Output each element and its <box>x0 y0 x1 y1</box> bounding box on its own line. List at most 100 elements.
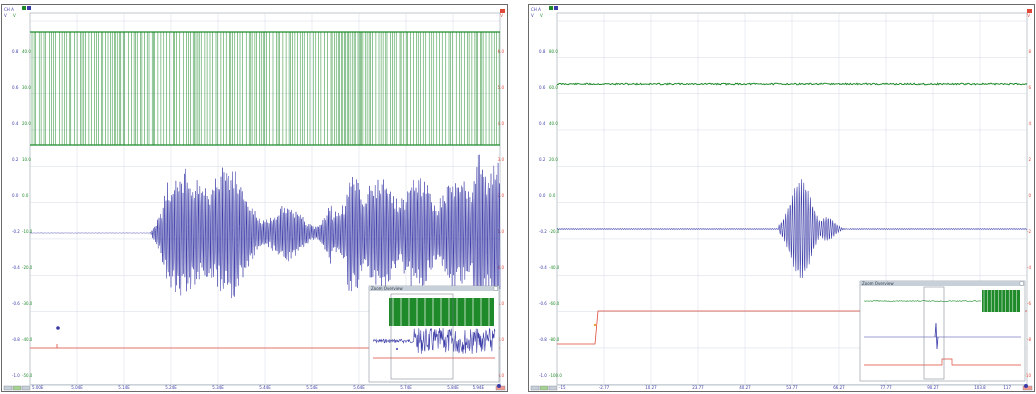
channel-toggle-icon[interactable] <box>554 6 558 10</box>
y-axis-right-label: 0.0 <box>498 265 505 270</box>
x-axis-tick-label: 40.27 <box>739 385 751 390</box>
zoom-out-button[interactable] <box>530 385 540 391</box>
y-axis-inner-label: 20.0 <box>549 157 558 162</box>
y-axis-right-label: 0 <box>1028 193 1031 198</box>
channel-header-label: CH A <box>531 7 541 12</box>
y-axis-right-label: -8 <box>1027 337 1031 342</box>
zoom-overview-window[interactable]: Zoom Overview <box>859 280 1026 382</box>
y-axis-outer-label: 0.2 <box>12 157 19 162</box>
y-axis-inner-label: -80.0 <box>549 337 560 342</box>
channel-toggle-icon[interactable] <box>549 6 553 10</box>
y-axis-outer-label: 0.6 <box>12 85 19 90</box>
y-axis-right-label: 1.0 <box>498 229 505 234</box>
x-axis-tick-label: 53.77 <box>786 385 798 390</box>
cursor-handle-icon[interactable] <box>1024 384 1028 388</box>
y-axis-right-label: 4 <box>1028 121 1031 126</box>
x-axis-tick-label: 5.84E <box>447 385 459 390</box>
overview-viewport[interactable] <box>923 286 945 380</box>
scope-panel-left[interactable]: CH A V V V 0.8 40.0 6.0 0.6 30.0 5.0 0.4 20.0 4.0 0.2… <box>1 4 508 392</box>
y-axis-right-label: -2 <box>1027 229 1031 234</box>
y-axis-inner-label: 20.0 <box>22 121 31 126</box>
x-axis-tick-label: 5.34E <box>212 385 224 390</box>
x-axis-tick-label: 10.27 <box>645 385 657 390</box>
cursor-handle-icon[interactable] <box>497 384 501 388</box>
y-axis-inner-label: -40.0 <box>549 265 560 270</box>
y-axis-inner-label: -60.0 <box>549 301 560 306</box>
x-axis-tick-label: 90.27 <box>927 385 939 390</box>
y-axis-right-label: -10 <box>1024 373 1031 378</box>
y-axis-right-label: -6 <box>1027 301 1031 306</box>
zoom-fit-button[interactable] <box>548 385 558 391</box>
scope-plot-right[interactable]: CH AV V V0.8 80.0 80.6 60.0 60.4 40.0 40.2 20.0 20… <box>529 5 1034 391</box>
y-axis-outer-label: 0.8 <box>539 49 546 54</box>
zoom-overview-title: Zoom Overview <box>371 286 403 291</box>
y-axis-outer-label: -0.8 <box>539 337 547 342</box>
scope-plot-left[interactable]: CH AV V V0.8 40.0 6.00.6 30.0 5.00.4 20.0 4.00.2… <box>2 5 507 391</box>
channel-toggle-icon[interactable] <box>22 6 26 10</box>
close-icon[interactable] <box>1019 281 1024 286</box>
x-axis-tick-label: 5.14E <box>118 385 130 390</box>
zoom-overview-window[interactable]: Zoom Overview <box>368 285 500 383</box>
overview-green-trace <box>389 298 494 326</box>
y-axis-right-label: -1.0 <box>496 301 504 306</box>
y-axis-outer-label: -1.0 <box>539 373 547 378</box>
y-axis-inner-label: -40.0 <box>22 337 33 342</box>
y-axis-right-label: 8 <box>1028 49 1031 54</box>
y-axis-inner-label: -20.0 <box>22 265 33 270</box>
zoom-fit-button[interactable] <box>21 385 31 391</box>
channel-toggle-icon[interactable] <box>27 6 31 10</box>
y-axis-outer-label: 0.4 <box>12 121 19 126</box>
zoom-in-button[interactable] <box>539 385 549 391</box>
y-axis-inner-label: 40.0 <box>549 121 558 126</box>
zoom-out-button[interactable] <box>3 385 13 391</box>
y-axis-inner-label: 60.0 <box>549 85 558 90</box>
x-axis-start-label: 5.00E <box>32 385 44 390</box>
y-axis-outer-label: 0.6 <box>539 85 546 90</box>
green-flat-trace <box>556 82 1028 86</box>
y-axis-outer-label: 0.8 <box>12 49 19 54</box>
y-axis-right-label: -4 <box>1027 265 1031 270</box>
x-axis-end-label: 117 <box>1003 385 1011 390</box>
overview-blue-spike <box>934 322 939 350</box>
zoom-in-button[interactable] <box>12 385 22 391</box>
y-axis-outer-label: -0.6 <box>12 301 20 306</box>
y-axis-outer-label: -1.0 <box>12 373 20 378</box>
scope-panel-right[interactable]: CH A V V V 0.8 80.0 8 0.6 60.0 6 0.4 40.0 4 0.2 20.0 2 0… <box>528 4 1035 392</box>
zoom-overview-titlebar[interactable] <box>860 281 1025 286</box>
y-axis-inner-label: 40.0 <box>22 49 31 54</box>
zoom-overview-titlebar[interactable] <box>369 286 499 291</box>
y-axis-right-label: 2.0 <box>498 193 505 198</box>
y-axis-outer-label: 0.0 <box>12 193 19 198</box>
y-axis-right-label: 2 <box>1028 157 1031 162</box>
y-axis-inner-label: 30.0 <box>22 85 31 90</box>
trigger-point-marker[interactable] <box>593 323 597 327</box>
y-axis-inner-label: 10.0 <box>22 157 31 162</box>
x-axis-tick-label: 5.04E <box>71 385 83 390</box>
close-icon[interactable] <box>493 286 498 291</box>
red-channel-marker <box>500 9 505 13</box>
y-axis-right-label: 6.0 <box>498 49 505 54</box>
x-axis-end-label: 5.94E <box>473 385 485 390</box>
blue-burst-trace <box>556 179 1028 279</box>
unit-right-label: V <box>500 13 503 18</box>
y-axis-inner-label: -100.0 <box>549 373 562 378</box>
zoom-overview-title: Zoom Overview <box>862 281 894 286</box>
trigger-marker-icon[interactable] <box>56 326 60 330</box>
overview-green-burst <box>982 290 1020 312</box>
y-axis-right-label: -3.0 <box>496 373 504 378</box>
overview-green-trace <box>863 300 982 302</box>
y-axis-right-label: 6 <box>1028 85 1031 90</box>
x-axis-tick-label: 5.74E <box>400 385 412 390</box>
x-axis-tick-label: 5.64E <box>353 385 365 390</box>
y-axis-right-label: 3.0 <box>498 157 505 162</box>
overview-viewport[interactable] <box>390 293 454 380</box>
y-axis-right-label: 4.0 <box>498 121 505 126</box>
unit-left-label: V <box>4 13 7 18</box>
y-axis-right-label: -2.0 <box>496 337 504 342</box>
y-axis-outer-label: 0.4 <box>539 121 546 126</box>
y-axis-outer-label: -0.2 <box>539 229 547 234</box>
x-axis-tick-label: -2.77 <box>599 385 610 390</box>
x-axis-tick-label: 77.77 <box>880 385 892 390</box>
overview-red-trace <box>864 358 1021 366</box>
x-axis-tick-label: 5.54E <box>306 385 318 390</box>
